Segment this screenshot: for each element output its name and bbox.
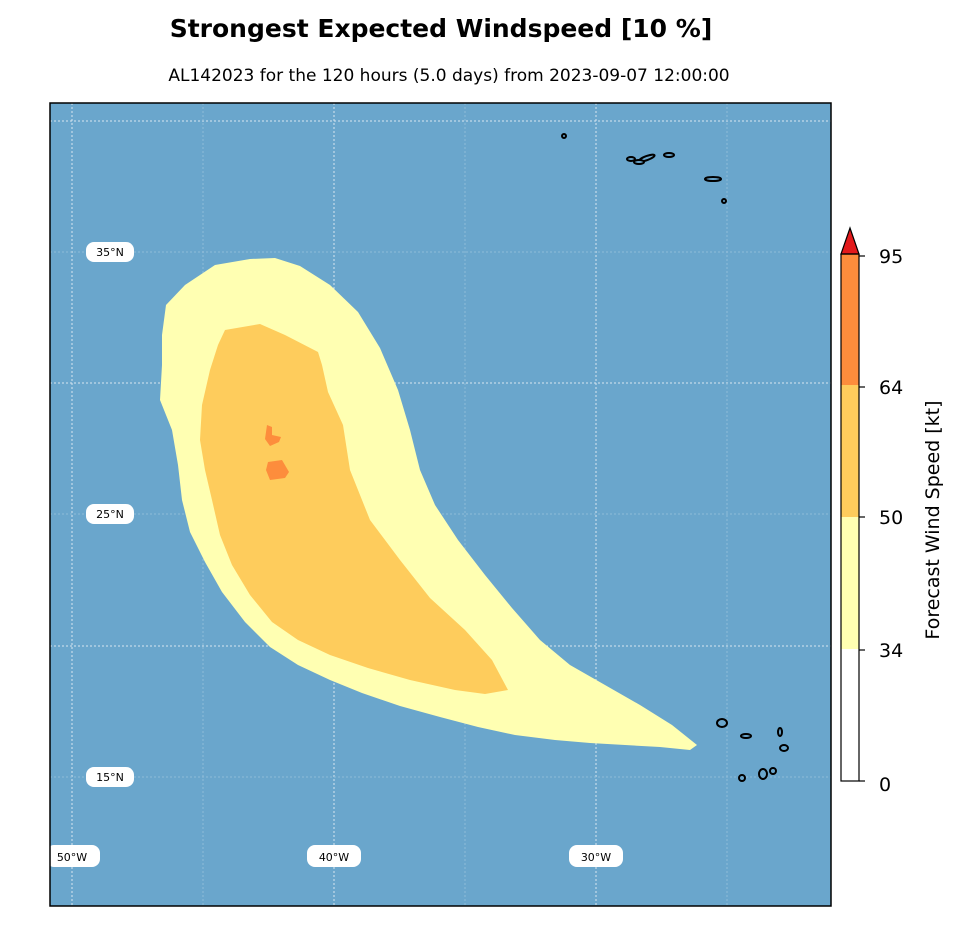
lon-label-30w-text: 30°W <box>581 851 611 864</box>
lat-label-35n-text: 35°N <box>96 246 124 259</box>
island-azores-2 <box>626 156 636 162</box>
colorbar-band-34-50 <box>841 517 859 649</box>
lat-label-35n: 35°N <box>86 242 134 262</box>
island-azores-4 <box>633 159 645 165</box>
lon-label-40w-text: 40°W <box>319 851 349 864</box>
colorbar-tick-0: 0 <box>879 774 891 796</box>
colorbar-band-50-64 <box>841 385 859 517</box>
colorbar-tick-95: 95 <box>879 246 903 268</box>
lon-label-40w: 40°W <box>307 845 361 867</box>
colorbar-extend-arrow <box>840 226 860 255</box>
island-cabo-verde-4 <box>779 744 789 752</box>
lon-label-50w: 50°W <box>46 845 100 867</box>
lat-label-25n: 25°N <box>86 504 134 524</box>
colorbar-tick-50: 50 <box>879 507 903 529</box>
island-cabo-verde-3 <box>777 727 783 737</box>
ocean-background <box>50 103 831 906</box>
island-azores-7 <box>721 198 727 204</box>
lon-label-30w: 30°W <box>569 845 623 867</box>
wind-zone-64kt-fragment <box>265 425 281 446</box>
colorbar-tick-34: 34 <box>879 640 903 662</box>
island-cabo-verde-7 <box>769 767 777 775</box>
lat-label-15n-text: 15°N <box>96 771 124 784</box>
island-cabo-verde-1 <box>716 718 728 728</box>
map-frame <box>49 102 832 907</box>
coastlines <box>561 133 789 782</box>
island-azores-6 <box>704 176 722 182</box>
island-cabo-verde-5 <box>738 774 746 782</box>
island-cabo-verde-2 <box>740 733 752 739</box>
colorbar-band-0-34 <box>841 649 859 781</box>
wind-zone-64kt <box>266 460 289 480</box>
island-azores-1 <box>561 133 567 139</box>
island-azores-5 <box>663 152 675 158</box>
island-cabo-verde-6 <box>758 768 768 780</box>
wind-zone-50kt <box>200 324 508 694</box>
colorbar-ticks <box>859 255 865 782</box>
lat-label-15n: 15°N <box>86 767 134 787</box>
lon-label-50w-text: 50°W <box>57 851 87 864</box>
page-subtitle: AL142023 for the 120 hours (5.0 days) fr… <box>168 66 730 86</box>
colorbar-band-64-95 <box>841 254 859 385</box>
colorbar: 95 64 50 34 0 Forecast Wind Speed [kt] <box>840 226 944 796</box>
page-title: Strongest Expected Windspeed [10 %] <box>169 14 713 43</box>
lat-label-25n-text: 25°N <box>96 508 124 521</box>
colorbar-title: Forecast Wind Speed [kt] <box>922 400 944 639</box>
colorbar-tick-64: 64 <box>879 377 903 399</box>
